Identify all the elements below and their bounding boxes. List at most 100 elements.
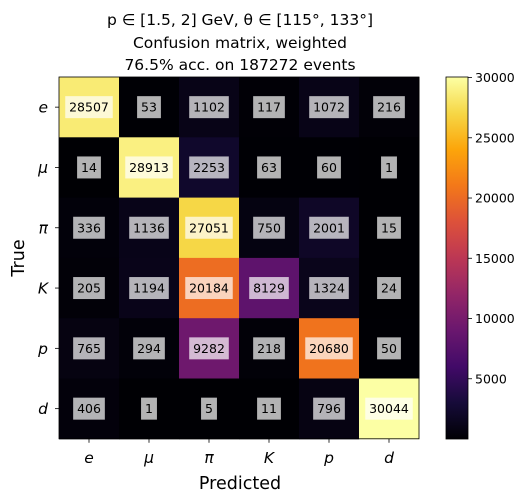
cell-label-box (73, 216, 105, 239)
cell-value: 8129 (253, 281, 285, 296)
cell-label-box (317, 156, 341, 179)
cell-value: 15 (381, 220, 397, 235)
cell-label-box (309, 96, 349, 119)
cell-value: 5 (205, 401, 213, 416)
cell-label-box (189, 156, 229, 179)
cell-label-box (253, 337, 285, 360)
cell-label-box (129, 216, 169, 239)
cell-value: 406 (77, 401, 101, 416)
cell-label-box (129, 277, 169, 300)
cell-label-box (249, 277, 289, 300)
cell-label-box (125, 156, 173, 179)
cell-value: 14 (81, 160, 97, 175)
y-axis-label: True (9, 239, 29, 277)
cell-value: 117 (257, 100, 281, 115)
cell-value: 1 (145, 401, 153, 416)
cell-value: 60 (321, 160, 337, 175)
title-line-1: p ∈ [1.5, 2] GeV, θ ∈ [115°, 133°] (107, 11, 373, 29)
cell-label-box (73, 337, 105, 360)
cell-value: 796 (317, 401, 341, 416)
cell-label-box (189, 96, 229, 119)
chart-title: p ∈ [1.5, 2] GeV, θ ∈ [115°, 133°] Confu… (107, 11, 373, 74)
cell-label-box (313, 397, 345, 420)
colorbar-ticks: 5000 10000 15000 20000 25000 30000 (468, 70, 515, 386)
y-tick-label: μ (37, 159, 48, 177)
cell-label-box (73, 397, 105, 420)
cell-label-box (377, 337, 401, 360)
y-tick-label: e (38, 99, 48, 117)
colorbar-tick-label: 10000 (475, 311, 515, 326)
x-tick-label: π (204, 449, 214, 467)
cell-value: 218 (257, 341, 281, 356)
cell-value: 205 (77, 281, 101, 296)
x-tick-label: p (323, 449, 334, 467)
title-line-2: Confusion matrix, weighted (133, 34, 347, 52)
cell-label-box (253, 96, 285, 119)
cell-value: 28913 (129, 160, 169, 175)
y-tick-label: K (38, 280, 50, 298)
cell-label-box (365, 397, 413, 420)
cell-label-box (257, 156, 281, 179)
cell-value: 20680 (309, 341, 349, 356)
colorbar-tick-label: 30000 (475, 70, 515, 85)
cell-value: 53 (141, 100, 157, 115)
cell-value: 216 (377, 100, 401, 115)
cell-value: 2253 (193, 160, 225, 175)
y-tick-label: π (39, 219, 49, 237)
cell-label-box (373, 96, 405, 119)
cell-value: 11 (261, 401, 277, 416)
cell-label-box (253, 216, 285, 239)
cell-value: 1324 (313, 281, 345, 296)
title-line-3: 76.5% acc. on 187272 events (124, 56, 355, 74)
cell-value: 24 (381, 281, 397, 296)
cell-value: 20184 (189, 281, 229, 296)
cell-label-box (189, 337, 229, 360)
cell-label-box (309, 216, 349, 239)
cell-value: 1072 (313, 100, 345, 115)
x-tick-label: e (84, 449, 94, 467)
cell-label-box (65, 96, 113, 119)
cell-value: 1 (385, 160, 393, 175)
cell-label-box (185, 216, 233, 239)
cell-value: 50 (381, 341, 397, 356)
cell-value: 1102 (193, 100, 225, 115)
cell-label-box (133, 337, 165, 360)
cell-label-box (185, 277, 233, 300)
colorbar (445, 76, 469, 440)
cell-label-box (137, 96, 161, 119)
x-tick-label: μ (143, 449, 154, 467)
y-tick-label: d (38, 400, 48, 418)
cell-value: 28507 (69, 100, 109, 115)
cell-label-box (377, 277, 401, 300)
cell-value: 27051 (189, 220, 229, 235)
colorbar-tick-label: 25000 (475, 130, 515, 145)
x-tick-label: d (384, 449, 394, 467)
plot-frame (58, 76, 420, 440)
cell-label-box (77, 156, 101, 179)
y-axis-ticks: e μ π Kp d (37, 99, 59, 418)
cell-label-box (201, 397, 217, 420)
y-tick-label: p (37, 340, 48, 358)
cell-label-box (309, 277, 349, 300)
x-tick-label: K (264, 449, 276, 467)
cell-label-box (73, 277, 105, 300)
cell-value: 9282 (193, 341, 225, 356)
cell-value: 750 (257, 220, 281, 235)
cell-label-box (305, 337, 353, 360)
cell-value: 336 (77, 220, 101, 235)
colorbar-tick-label: 15000 (475, 251, 515, 266)
colorbar-tick-label: 5000 (475, 371, 507, 386)
cell-value: 30044 (369, 401, 409, 416)
cell-label-box (257, 397, 281, 420)
cell-value: 765 (77, 341, 101, 356)
cell-value: 1136 (133, 220, 165, 235)
heatmap-cells (59, 77, 420, 440)
cell-value-labels: 28507 53 1102 117 1072 216 14 28913 2253 63 60 1 336… (65, 96, 413, 420)
cell-value: 1194 (133, 281, 165, 296)
x-axis-label: Predicted (199, 474, 281, 494)
colorbar-tick-label: 20000 (475, 191, 515, 206)
cell-value: 63 (261, 160, 277, 175)
cell-value: 294 (137, 341, 161, 356)
